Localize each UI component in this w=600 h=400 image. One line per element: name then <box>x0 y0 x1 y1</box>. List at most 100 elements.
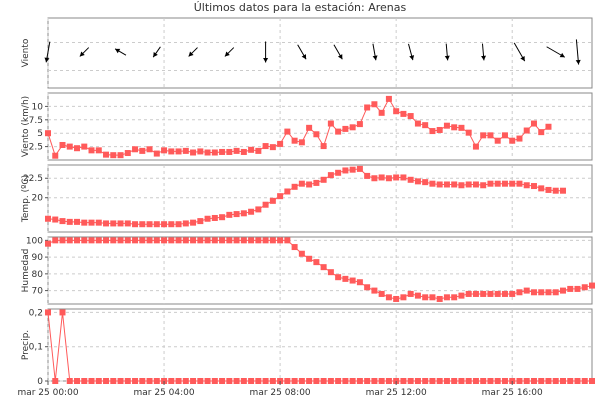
wind-arrow <box>372 43 378 61</box>
data-point <box>320 264 327 271</box>
data-point <box>211 149 218 156</box>
wind-arrow <box>263 41 269 63</box>
y-tick-label: 5 <box>37 129 43 139</box>
data-point <box>451 378 458 384</box>
data-point <box>255 378 262 384</box>
data-point <box>414 292 421 299</box>
data-point <box>52 216 59 223</box>
panel-frame <box>47 236 593 305</box>
data-point <box>124 378 131 384</box>
data-point <box>248 208 255 215</box>
wind-arrow <box>114 48 127 56</box>
data-point <box>443 294 450 301</box>
wind-arrow <box>152 46 161 58</box>
panel-4: Humedad 70 80 90 100 <box>21 236 595 305</box>
y-tick-label: 7.5 <box>29 116 43 126</box>
data-point <box>262 237 269 244</box>
data-point <box>95 147 102 154</box>
data-point <box>559 287 566 294</box>
y-tick-label: 90 <box>32 253 44 263</box>
data-point <box>530 289 537 296</box>
data-point <box>103 237 110 244</box>
data-point <box>559 187 566 194</box>
data-point <box>211 378 218 384</box>
data-point <box>291 244 298 251</box>
x-axis: mar 25 00:00 mar 25 04:00 mar 25 08:00 mar … <box>17 381 543 398</box>
data-point <box>103 151 110 158</box>
wind-arrow <box>546 46 566 58</box>
data-point <box>74 237 81 244</box>
data-point <box>335 378 342 384</box>
data-point <box>277 237 284 244</box>
data-point <box>414 378 421 384</box>
data-point <box>175 148 182 155</box>
data-point <box>248 378 255 384</box>
data-point <box>88 237 95 244</box>
data-point <box>501 180 508 187</box>
data-point <box>356 378 363 384</box>
data-point <box>371 101 378 108</box>
data-point <box>277 140 284 147</box>
data-point <box>139 378 146 384</box>
data-point <box>110 220 117 227</box>
data-point <box>472 181 479 188</box>
data-point <box>414 178 421 185</box>
panel-frame <box>47 164 593 233</box>
data-point <box>458 124 465 131</box>
data-point <box>422 179 429 186</box>
data-point <box>269 197 276 204</box>
data-point <box>219 378 226 384</box>
data-point <box>364 378 371 384</box>
data-point <box>74 145 81 152</box>
data-point <box>429 294 436 301</box>
wind-arrow <box>224 47 235 57</box>
data-point <box>451 181 458 188</box>
data-point <box>313 131 320 138</box>
data-point <box>443 181 450 188</box>
data-point <box>117 378 124 384</box>
data-point <box>371 378 378 384</box>
wind-arrow <box>444 43 450 61</box>
data-point <box>371 175 378 182</box>
data-point <box>233 147 240 154</box>
data-point <box>182 220 189 227</box>
y-axis-label: Precip. <box>21 330 31 360</box>
data-point <box>494 378 501 384</box>
data-point <box>153 378 160 384</box>
chart-panels: Viento Viento (km/h)2.5 5 7.5 10 Temp. (ºC) 20… <box>21 17 595 387</box>
data-point <box>400 378 407 384</box>
data-point <box>313 378 320 384</box>
data-point <box>327 378 334 384</box>
data-point <box>342 167 349 174</box>
data-point <box>45 130 51 137</box>
data-point <box>538 289 545 296</box>
y-tick-label: 0,2 <box>29 308 43 318</box>
data-point <box>74 378 81 384</box>
data-point <box>458 182 465 189</box>
data-point <box>581 284 588 291</box>
data-point <box>516 289 523 296</box>
data-point <box>385 378 392 384</box>
data-point <box>139 237 146 244</box>
data-point <box>161 237 168 244</box>
data-point <box>465 378 472 384</box>
data-point <box>523 127 530 134</box>
x-tick-label: mar 25 04:00 <box>134 388 195 398</box>
data-point <box>356 279 363 286</box>
data-point <box>226 211 233 218</box>
data-point <box>74 218 81 225</box>
data-point <box>88 378 95 384</box>
data-point <box>291 137 298 144</box>
data-point <box>132 237 139 244</box>
y-axis-label: Viento (km/h) <box>21 96 31 157</box>
data-point <box>574 285 581 292</box>
data-point <box>538 185 545 192</box>
data-point <box>436 181 443 188</box>
data-point <box>132 378 139 384</box>
x-tick-label: mar 25 16:00 <box>482 388 543 398</box>
data-point <box>255 237 262 244</box>
wind-arrow <box>79 47 90 57</box>
data-point <box>458 378 465 384</box>
data-point <box>81 219 88 226</box>
